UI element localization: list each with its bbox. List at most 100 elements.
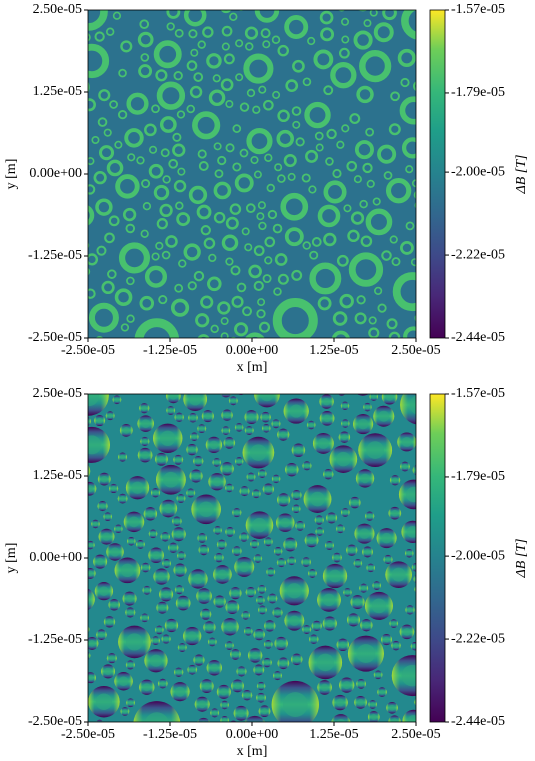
ring: [295, 137, 305, 147]
ring: [385, 177, 412, 204]
field-core: [168, 408, 173, 413]
y-axis-label: y [m]: [4, 159, 19, 190]
field-core: [152, 551, 161, 560]
ring: [332, 168, 342, 179]
ring: [88, 43, 110, 79]
field-core: [105, 514, 110, 519]
ring: [358, 10, 368, 12]
field-core: [203, 682, 211, 690]
field-core: [307, 536, 316, 544]
field-core: [289, 558, 294, 564]
ring: [365, 208, 393, 236]
field-core: [159, 604, 166, 611]
ring: [104, 232, 115, 244]
ring: [140, 53, 150, 62]
field-core: [216, 598, 223, 605]
ring: [272, 223, 283, 234]
field-core: [407, 607, 413, 613]
field-core: [327, 543, 332, 548]
ring: [231, 295, 244, 308]
ring: [193, 270, 205, 282]
field-core: [351, 499, 358, 506]
ring: [187, 281, 197, 291]
field-core: [409, 395, 416, 415]
ring: [272, 298, 318, 338]
field-edge: [377, 382, 385, 390]
field-core: [419, 515, 423, 519]
field-blob: [415, 608, 416, 612]
field-core: [160, 430, 176, 446]
ring: [134, 318, 180, 338]
field-core: [88, 435, 102, 455]
field-core: [215, 528, 220, 533]
ring: [347, 229, 360, 243]
field-blob: [357, 394, 369, 396]
ring: [178, 259, 187, 268]
field-core: [238, 668, 245, 675]
field-core: [317, 437, 329, 449]
ring: [76, 289, 83, 296]
ring: [213, 142, 222, 151]
ring: [177, 167, 186, 176]
field-core: [289, 404, 303, 418]
field-core: [116, 526, 121, 532]
ring: [151, 252, 160, 261]
ring: [141, 179, 151, 189]
ring: [314, 131, 324, 141]
field-core: [247, 413, 256, 421]
ring: [401, 10, 416, 40]
field-core: [175, 457, 181, 463]
field-core: [243, 613, 248, 618]
ring: [197, 334, 210, 338]
field-edge: [357, 394, 369, 396]
ring: [274, 253, 288, 266]
ring: [94, 31, 105, 42]
ring: [362, 162, 373, 174]
ring: [115, 174, 140, 199]
field-core: [422, 558, 427, 563]
field-core: [413, 565, 416, 570]
field-core: [179, 553, 184, 558]
ring: [166, 22, 175, 31]
field-core: [255, 667, 262, 673]
field-core: [258, 695, 264, 701]
ring: [88, 302, 119, 333]
ring: [213, 211, 226, 224]
ring: [264, 236, 276, 248]
ring: [346, 160, 358, 172]
field-core: [227, 529, 233, 535]
field-edge: [78, 699, 87, 708]
ring: [236, 282, 247, 293]
ring: [410, 258, 416, 267]
y-tick-label: 2.50e-05: [33, 386, 82, 401]
ring: [230, 265, 241, 276]
ring: [341, 35, 350, 44]
field-core: [142, 615, 147, 621]
ring: [124, 128, 144, 148]
field-core: [366, 441, 385, 459]
ring: [103, 128, 112, 137]
field-edge: [88, 464, 91, 478]
field-core: [342, 403, 348, 409]
ring: [258, 85, 267, 94]
field-core: [210, 663, 219, 672]
field-core: [232, 589, 239, 597]
ring: [188, 185, 208, 205]
field-core: [234, 682, 241, 690]
ring: [353, 175, 362, 184]
ring: [155, 69, 168, 82]
field-core: [157, 384, 163, 390]
field-core: [204, 412, 211, 420]
field-edge: [88, 535, 89, 539]
x-tick-label: 2.50e-05: [391, 727, 440, 742]
ring: [155, 241, 164, 250]
field-core: [228, 603, 236, 611]
ring: [317, 204, 341, 228]
field-core: [88, 485, 94, 493]
ring: [291, 269, 303, 281]
colorbar-tick-label: -2.22e-05: [451, 631, 505, 646]
ring: [405, 221, 415, 231]
ring: [253, 170, 262, 179]
ring: [158, 295, 168, 305]
